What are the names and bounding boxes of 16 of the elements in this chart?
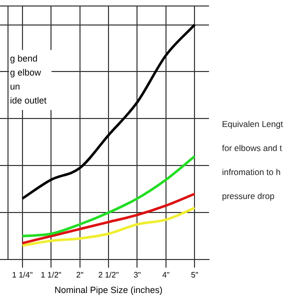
x-tick-label: 2" (76, 270, 84, 280)
text: infromation to h (222, 166, 282, 179)
x-tick-label: 1 1/4" (12, 270, 33, 280)
annotation: un (10, 81, 20, 92)
x-tick-label: 2 1/2" (98, 270, 119, 280)
annotation: ide outlet (10, 95, 48, 106)
annotation: g elbow (10, 67, 42, 78)
annotation: g bend (10, 53, 38, 64)
text: pressure drop (222, 190, 276, 203)
text: for elbows and t (222, 142, 284, 155)
x-tick-label: 1 1/2" (40, 270, 62, 280)
x-tick-label: 4" (162, 270, 170, 280)
x-axis-title: Nominal Pipe Size (inches) (54, 285, 163, 296)
x-tick-label: 5" (190, 270, 198, 280)
text: Equivalen Lengt (222, 118, 284, 131)
x-tick-label: 3" (134, 270, 142, 280)
